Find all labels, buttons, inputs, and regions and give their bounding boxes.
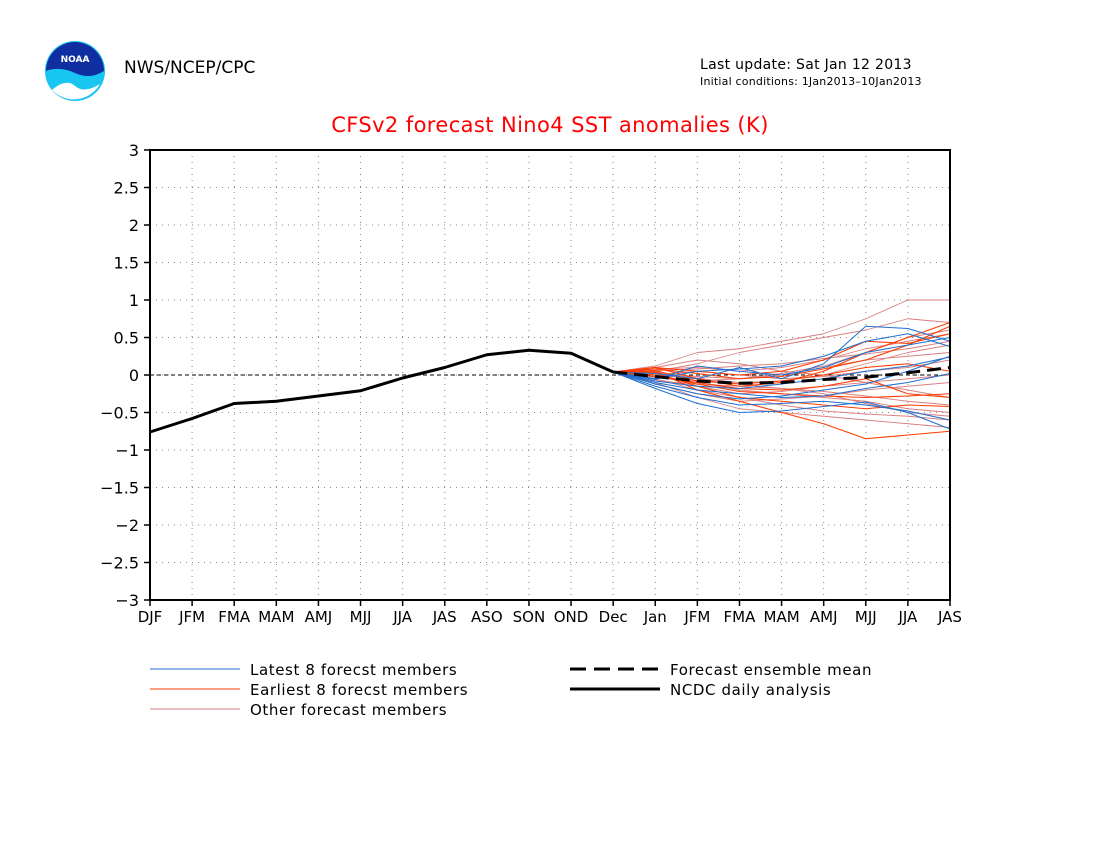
org-name: NWS/NCEP/CPC [124, 58, 256, 78]
x-tick-label: SON [513, 608, 546, 626]
y-axis: 3 2.5 2 1.5 1 0.5 0 −0.5 −1 −1.5 −2 −2.5 −3 [100, 141, 150, 610]
x-tick-label: JAS [432, 608, 457, 626]
other-member-line [613, 299, 950, 373]
y-tick-label: 0 [129, 366, 139, 385]
y-tick-label: −3 [115, 591, 139, 610]
earliest-member-line [613, 333, 951, 376]
analysis-line [149, 348, 614, 434]
last-update: Last update: Sat Jan 12 2013 [700, 57, 912, 73]
latest-members [612, 325, 951, 430]
legend-label-other: Other forecast members [250, 701, 447, 719]
x-tick-label: MAM [258, 608, 294, 626]
ensemble-mean-line [613, 366, 951, 385]
y-tick-label: 0.5 [114, 329, 139, 348]
y-tick-label: −2.5 [100, 554, 139, 573]
noaa-logo-text: NOAA [61, 55, 90, 65]
earliest-member-line [613, 371, 951, 399]
y-tick-label: −1 [115, 441, 139, 460]
x-tick-label: MAM [764, 608, 800, 626]
legend-label-mean: Forecast ensemble mean [670, 661, 872, 679]
earliest-member-line [613, 371, 951, 410]
chart-title: CFSv2 forecast Nino4 SST anomalies (K) [331, 113, 769, 137]
y-tick-label: 1.5 [114, 254, 139, 273]
y-tick-label: 3 [129, 141, 139, 160]
x-tick-label: JAS [937, 608, 962, 626]
x-tick-label: ASO [471, 608, 503, 626]
x-tick-label: Jan [643, 608, 667, 626]
ensemble-mean-line-path [613, 366, 951, 385]
y-tick-label: −2 [115, 516, 139, 535]
x-tick-label: AMJ [810, 608, 838, 626]
latest-member-line [613, 337, 951, 380]
y-tick-label: −1.5 [100, 479, 139, 498]
noaa-logo: NOAA [45, 41, 105, 101]
x-tick-label: DJF [138, 608, 163, 626]
x-axis: DJF JFM FMA MAM AMJ MJJ JJA JAS ASO SON OND Dec Jan J… [138, 600, 962, 626]
other-member-line [613, 371, 951, 395]
latest-member-line [612, 371, 951, 421]
legend: Latest 8 forecst members Earliest 8 forec… [150, 661, 872, 719]
x-tick-label: OND [554, 608, 589, 626]
y-tick-label: 2 [129, 216, 139, 235]
legend-label-latest: Latest 8 forecst members [250, 661, 457, 679]
legend-label-earliest: Earliest 8 forecst members [250, 681, 468, 699]
y-tick-label: 1 [129, 291, 139, 310]
y-tick-label: −0.5 [100, 404, 139, 423]
latest-member-line [613, 333, 951, 380]
x-tick-label: JJA [392, 608, 413, 626]
x-tick-label: MJJ [350, 608, 372, 626]
y-tick-label: 2.5 [114, 179, 139, 198]
earliest-members [613, 321, 951, 440]
x-tick-label: MJJ [855, 608, 877, 626]
x-tick-label: FMA [218, 608, 251, 626]
x-tick-label: JFM [178, 608, 205, 626]
x-tick-label: JJA [897, 608, 918, 626]
x-tick-label: FMA [724, 608, 757, 626]
ncdc-analysis-line [149, 348, 614, 434]
x-tick-label: JFM [683, 608, 710, 626]
x-tick-label: AMJ [305, 608, 333, 626]
earliest-member-line [613, 325, 951, 380]
legend-label-analysis: NCDC daily analysis [670, 681, 831, 699]
initial-conditions: Initial conditions: 1Jan2013–10Jan2013 [700, 75, 922, 88]
x-tick-label: Dec [599, 608, 628, 626]
latest-member-line [613, 371, 951, 398]
